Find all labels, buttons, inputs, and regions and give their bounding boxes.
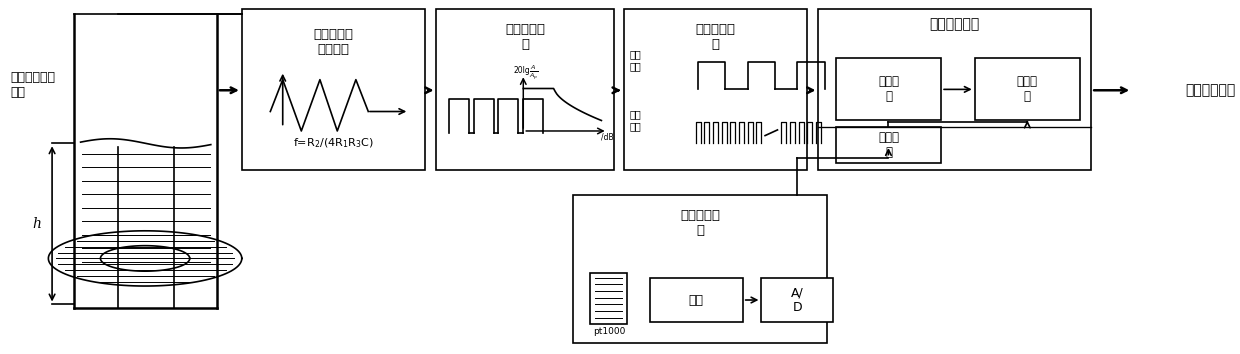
Bar xyxy=(836,127,941,163)
Text: 变频三角波
振荡单元: 变频三角波 振荡单元 xyxy=(314,28,353,56)
Text: 拟合校
准: 拟合校 准 xyxy=(878,75,899,103)
Text: 输入
方波: 输入 方波 xyxy=(630,49,641,71)
Bar xyxy=(975,58,1080,120)
Text: /dB: /dB xyxy=(601,133,614,142)
Text: 传感器电容值: 传感器电容值 xyxy=(1184,83,1235,97)
Text: 温度校
正: 温度校 正 xyxy=(878,131,899,159)
Text: 解析计
算: 解析计 算 xyxy=(1017,75,1038,103)
Text: 频率捕获单
元: 频率捕获单 元 xyxy=(696,23,735,51)
Text: 调理: 调理 xyxy=(688,293,704,307)
Text: 电容式液位传
感器: 电容式液位传 感器 xyxy=(10,71,55,99)
Text: 整形滤波单
元: 整形滤波单 元 xyxy=(505,23,546,51)
Text: 20lg: 20lg xyxy=(513,66,531,75)
Text: pt1000: pt1000 xyxy=(593,327,625,336)
Bar xyxy=(624,9,807,170)
Text: h: h xyxy=(32,217,42,231)
Text: 温度补偿单
元: 温度补偿单 元 xyxy=(680,209,720,237)
Text: f=R$_2$/(4R$_1$R$_3$C): f=R$_2$/(4R$_1$R$_3$C) xyxy=(293,137,374,150)
Bar xyxy=(818,9,1091,170)
Bar xyxy=(590,273,627,324)
Bar xyxy=(573,195,827,343)
Bar xyxy=(242,9,425,170)
Text: A/
D: A/ D xyxy=(791,286,804,314)
Text: 高频
脉冲: 高频 脉冲 xyxy=(630,109,641,131)
Text: 解析校准单元: 解析校准单元 xyxy=(930,18,980,32)
Bar xyxy=(836,58,941,120)
Bar xyxy=(761,278,833,322)
Bar xyxy=(650,278,743,322)
Text: $\frac{A}{A_p}$: $\frac{A}{A_p}$ xyxy=(529,63,539,82)
Bar xyxy=(436,9,614,170)
